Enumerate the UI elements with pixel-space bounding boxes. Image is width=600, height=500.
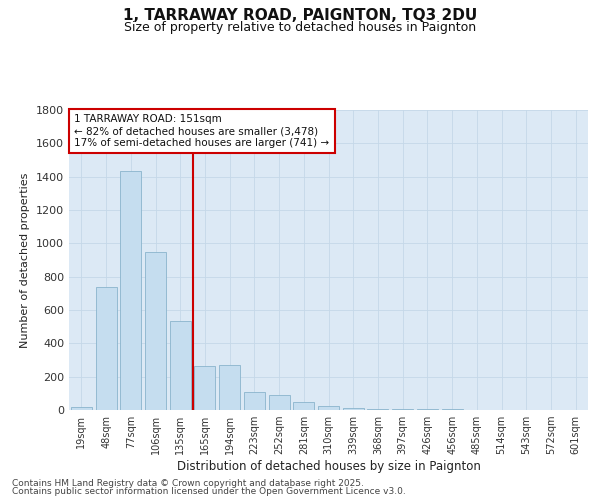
Bar: [269, 395, 290, 410]
Bar: [95, 286, 116, 410]
Bar: [392, 409, 413, 410]
Bar: [170, 321, 191, 410]
Bar: [367, 409, 388, 410]
Bar: [244, 392, 265, 410]
Bar: [194, 366, 215, 410]
Text: Contains public sector information licensed under the Open Government Licence v3: Contains public sector information licen…: [12, 487, 406, 496]
Text: Contains HM Land Registry data © Crown copyright and database right 2025.: Contains HM Land Registry data © Crown c…: [12, 478, 364, 488]
Bar: [71, 406, 92, 410]
Text: 1 TARRAWAY ROAD: 151sqm
← 82% of detached houses are smaller (3,478)
17% of semi: 1 TARRAWAY ROAD: 151sqm ← 82% of detache…: [74, 114, 329, 148]
Bar: [442, 409, 463, 410]
Bar: [145, 252, 166, 410]
Bar: [219, 365, 240, 410]
Text: 1, TARRAWAY ROAD, PAIGNTON, TQ3 2DU: 1, TARRAWAY ROAD, PAIGNTON, TQ3 2DU: [123, 8, 477, 22]
X-axis label: Distribution of detached houses by size in Paignton: Distribution of detached houses by size …: [176, 460, 481, 473]
Bar: [293, 402, 314, 410]
Bar: [120, 171, 141, 410]
Y-axis label: Number of detached properties: Number of detached properties: [20, 172, 31, 348]
Bar: [318, 406, 339, 410]
Bar: [417, 409, 438, 410]
Bar: [343, 408, 364, 410]
Text: Size of property relative to detached houses in Paignton: Size of property relative to detached ho…: [124, 21, 476, 34]
